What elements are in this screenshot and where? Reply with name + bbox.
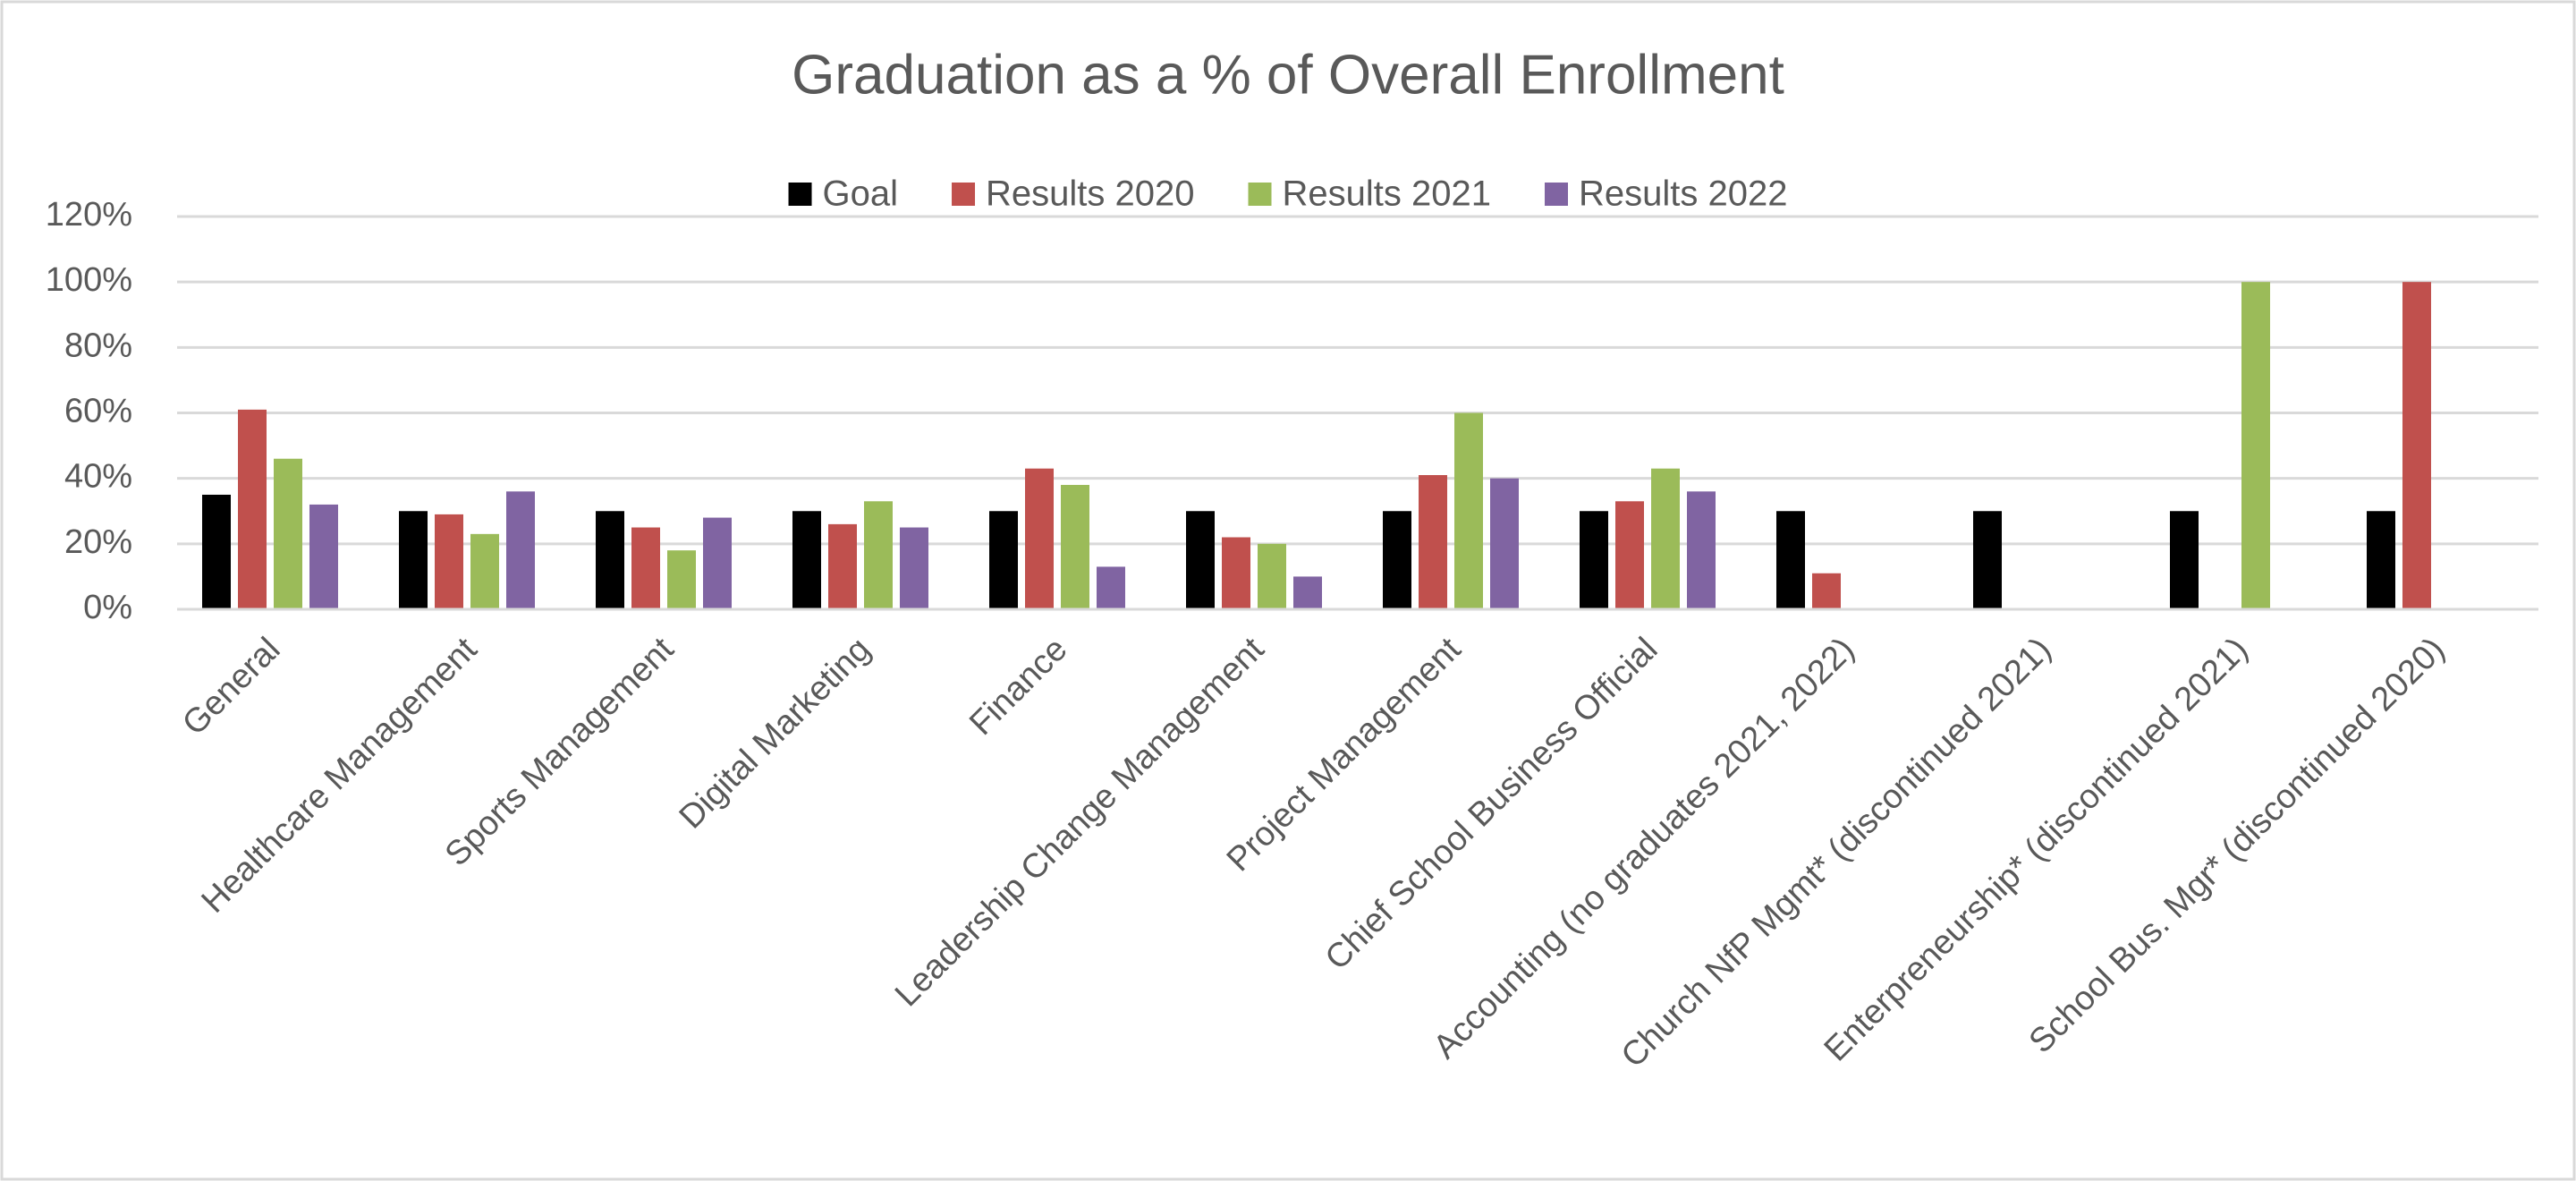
bar	[1293, 576, 1322, 609]
y-tick-label: 20%	[64, 523, 132, 561]
y-tick-label: 120%	[46, 196, 132, 234]
bar	[1812, 573, 1841, 609]
bar	[470, 533, 499, 609]
bar	[1490, 478, 1519, 609]
bar	[703, 517, 732, 609]
bar	[1061, 484, 1089, 609]
y-tick-label: 60%	[64, 393, 132, 430]
bar	[631, 527, 660, 609]
bar	[1222, 537, 1250, 609]
bar	[900, 527, 928, 609]
bar	[1025, 468, 1054, 609]
legend-swatch	[788, 183, 812, 206]
bar	[828, 523, 857, 609]
bar	[1687, 491, 1716, 609]
legend-label: Goal	[823, 174, 899, 214]
bar	[1973, 511, 2002, 609]
bar	[1258, 543, 1286, 609]
legend-swatch	[1248, 183, 1272, 206]
bar	[792, 511, 821, 609]
bar	[1580, 511, 1608, 609]
bar	[2241, 282, 2270, 609]
bar	[1651, 468, 1680, 609]
bar	[238, 409, 267, 609]
legend-swatch	[1544, 183, 1568, 206]
bar	[1097, 566, 1125, 609]
bar	[989, 511, 1018, 609]
y-tick-label: 40%	[64, 458, 132, 496]
legend-swatch	[952, 183, 976, 206]
y-tick-label: 80%	[64, 327, 132, 364]
bar	[2367, 511, 2395, 609]
bar	[1419, 475, 1447, 609]
legend-label: Results 2020	[986, 174, 1194, 214]
y-tick-label: 0%	[83, 589, 132, 626]
legend-label: Results 2021	[1283, 174, 1491, 214]
bar	[864, 501, 893, 609]
y-tick-label: 100%	[46, 261, 132, 299]
bar	[1615, 501, 1644, 609]
bar	[309, 504, 338, 609]
bar	[1383, 511, 1411, 609]
bar	[2402, 282, 2431, 609]
bar	[1454, 412, 1483, 609]
bar	[506, 491, 535, 609]
bar	[399, 511, 428, 609]
bar	[202, 494, 231, 609]
bar	[2170, 511, 2199, 609]
chart-title: Graduation as a % of Overall Enrollment	[792, 44, 1784, 106]
bar	[667, 550, 696, 609]
legend-label: Results 2022	[1579, 174, 1787, 214]
bar	[274, 458, 302, 609]
bar	[1776, 511, 1805, 609]
bar	[435, 514, 463, 609]
bar	[596, 511, 624, 609]
bar	[1186, 511, 1215, 609]
